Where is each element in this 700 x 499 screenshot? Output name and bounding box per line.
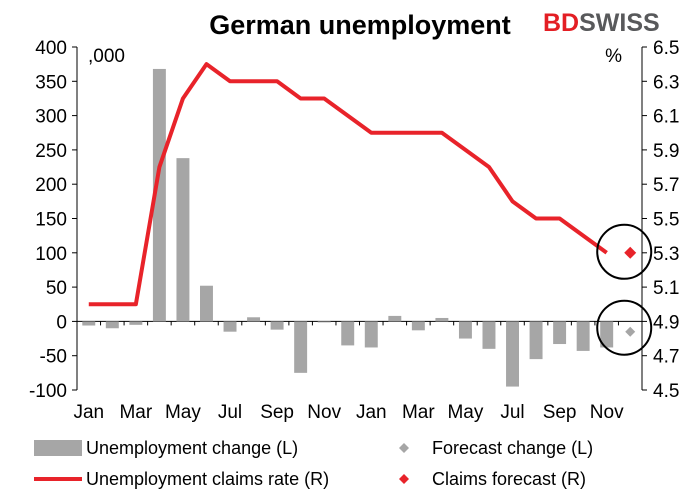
- x-axis-ticks: Jan Mar May Jul Sep Nov Jan Mar May Jul Sep Nov: [73, 402, 624, 423]
- x-tick-label: Sep: [260, 402, 294, 423]
- right-tick-label: 4.7: [653, 347, 679, 368]
- legend-item-2: Unemployment claims rate (R): [34, 469, 329, 489]
- legend: Unemployment change (L) Forecast change (…: [34, 438, 593, 489]
- right-tick-label: 5.9: [653, 141, 679, 162]
- left-tick-label: 350: [35, 72, 67, 93]
- bar-may-4: [176, 158, 190, 322]
- bar-jan-0: [82, 321, 96, 326]
- legend-item-3: Claims forecast (R): [399, 469, 586, 489]
- forecast-change-marker: [625, 326, 636, 337]
- bar-apr-3: [152, 68, 166, 322]
- bar-jul-6: [223, 321, 237, 332]
- bar-sep-20: [553, 321, 567, 345]
- brand-bd: BD: [543, 9, 579, 37]
- line-group: [88, 62, 608, 307]
- x-tick-label: Jan: [73, 402, 104, 423]
- legend-label: Forecast change (L): [432, 438, 593, 458]
- bar-nov-10: [317, 321, 331, 323]
- bar-oct-9: [294, 321, 308, 373]
- x-tick-label: Mar: [402, 402, 435, 423]
- right-tick-label: 5.3: [653, 244, 679, 265]
- bar-dec-11: [341, 321, 355, 346]
- right-tick-label: 6.3: [653, 72, 679, 93]
- right-axis-ticks: 6.5 6.3 6.1 5.9 5.7 5.5 5.3 5.1 4.9 4.7 4.5: [653, 38, 679, 402]
- svg-text:BDSWISS: BDSWISS: [543, 9, 660, 37]
- x-tick-label: Jul: [500, 402, 524, 423]
- bar-mar-14: [411, 321, 425, 331]
- right-tick-label: 5.1: [653, 278, 679, 299]
- bar-feb-1: [105, 321, 119, 329]
- left-tick-label: 300: [35, 107, 67, 128]
- left-tick-label: 150: [35, 210, 67, 231]
- bar-oct-21: [576, 321, 590, 351]
- right-tick-label: 4.9: [653, 312, 679, 333]
- forecast-rate-circle: [596, 223, 653, 280]
- bar-nov-22: [600, 321, 614, 348]
- legend-label: Unemployment change (L): [86, 438, 298, 458]
- right-tick-label: 6.5: [653, 38, 679, 59]
- bar-jun-17: [482, 321, 496, 349]
- bar-aug-19: [529, 321, 543, 360]
- bar-jun-5: [200, 285, 213, 322]
- left-tick-label: 250: [35, 141, 67, 162]
- left-tick-label: -50: [40, 347, 67, 368]
- left-axis-ticks: 400 350 300 250 200 150 100 50 0 -50 -100: [29, 38, 67, 402]
- legend-diamond-swatch: [399, 443, 409, 453]
- right-tick-label: 6.1: [653, 107, 679, 128]
- left-tick-label: -100: [29, 381, 67, 402]
- x-tick-label: Mar: [119, 402, 152, 423]
- x-tick-label: Jan: [356, 402, 387, 423]
- bars-group: [82, 68, 614, 387]
- right-unit-label: %: [605, 46, 622, 67]
- left-tick-label: 0: [56, 312, 67, 333]
- x-tick-label: May: [447, 402, 483, 423]
- brand-swiss: SWISS: [579, 9, 660, 37]
- legend-label: Claims forecast (R): [432, 469, 586, 489]
- forecast-change-circle: [596, 299, 653, 356]
- bar-sep-8: [270, 321, 284, 330]
- right-tick-label: 5.7: [653, 175, 679, 196]
- claims-forecast-marker: [624, 246, 637, 259]
- x-tick-label: Nov: [307, 402, 341, 423]
- left-tick-label: 400: [35, 38, 67, 59]
- legend-item-0: Unemployment change (L): [34, 438, 298, 458]
- x-tick-label: Jul: [218, 402, 242, 423]
- right-tick-label: 4.5: [653, 381, 679, 402]
- bar-feb-13: [388, 315, 402, 322]
- bar-jul-18: [506, 321, 519, 387]
- x-tick-label: Sep: [543, 402, 577, 423]
- markers-group: [596, 223, 653, 356]
- left-tick-label: 100: [35, 244, 67, 265]
- legend-item-1: Forecast change (L): [399, 438, 593, 458]
- chart-title: German unemployment: [209, 10, 511, 40]
- brand-logo: BDSWISS: [543, 9, 660, 37]
- left-tick-label: 200: [35, 175, 67, 196]
- bar-may-16: [458, 321, 472, 339]
- bar-mar-2: [129, 321, 143, 325]
- legend-diamond-swatch: [399, 474, 409, 484]
- claims-rate-line: [88, 62, 608, 307]
- left-unit-label: ,000: [88, 46, 125, 67]
- legend-label: Unemployment claims rate (R): [86, 469, 329, 489]
- bar-jan-12: [364, 321, 378, 348]
- right-tick-label: 5.5: [653, 210, 679, 231]
- bar-aug-7: [247, 317, 261, 322]
- x-tick-label: May: [165, 402, 201, 423]
- left-tick-label: 50: [46, 278, 67, 299]
- axes: [72, 46, 647, 391]
- legend-bar-swatch: [34, 440, 82, 456]
- bar-apr-15: [435, 317, 449, 322]
- x-tick-label: Nov: [590, 402, 624, 423]
